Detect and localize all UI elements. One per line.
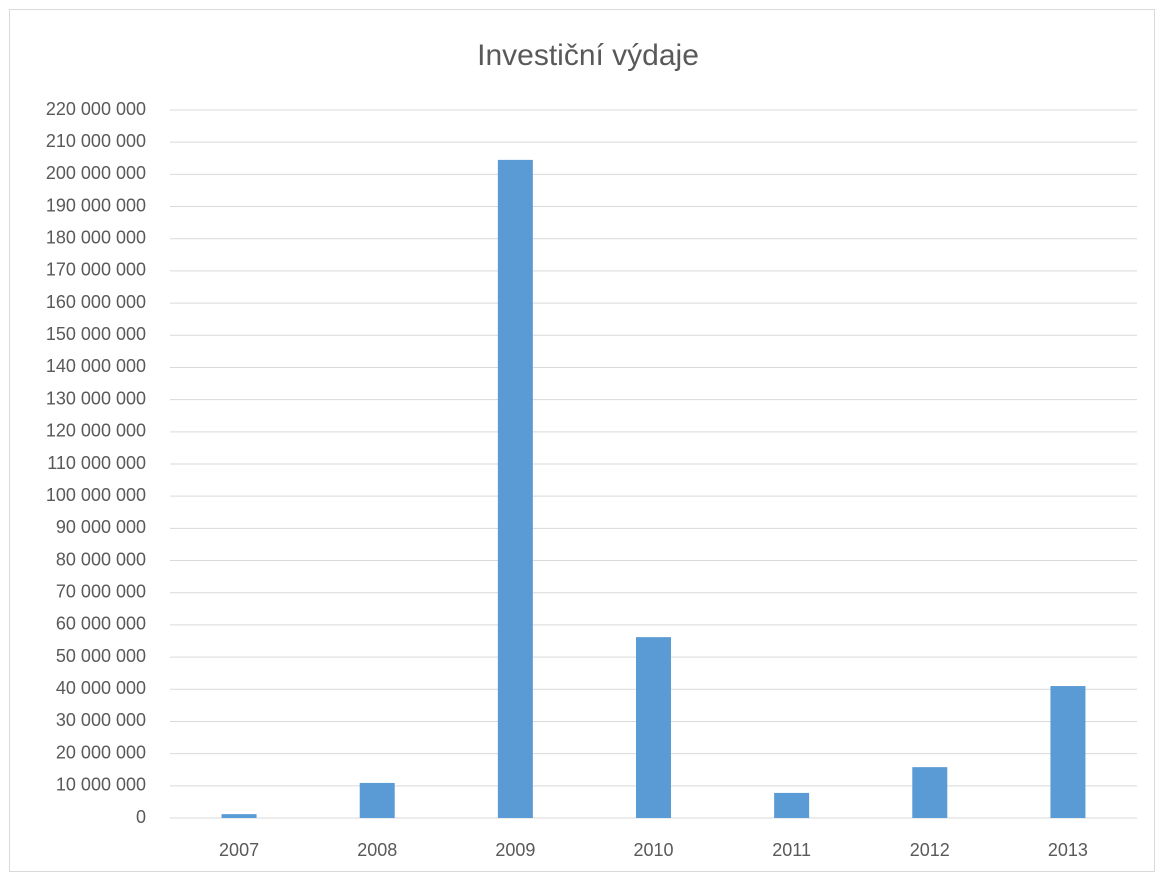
- y-tick-label: 90 000 000: [56, 517, 146, 537]
- y-tick-label: 120 000 000: [46, 421, 146, 441]
- y-tick-label: 220 000 000: [46, 99, 146, 119]
- bar: [774, 792, 810, 818]
- y-tick-label: 50 000 000: [56, 646, 146, 666]
- x-tick-label: 2007: [219, 840, 259, 860]
- y-tick-label: 80 000 000: [56, 549, 146, 569]
- x-tick-label: 2010: [633, 840, 673, 860]
- y-tick-label: 200 000 000: [46, 163, 146, 183]
- y-tick-label: 180 000 000: [46, 227, 146, 247]
- bar: [1050, 686, 1086, 818]
- x-tick-label: 2009: [495, 840, 535, 860]
- y-tick-label: 100 000 000: [46, 485, 146, 505]
- y-tick-label: 20 000 000: [56, 742, 146, 762]
- bar: [221, 814, 257, 818]
- y-tick-label: 210 000 000: [46, 131, 146, 151]
- x-tick-label: 2012: [910, 840, 950, 860]
- y-tick-label: 190 000 000: [46, 195, 146, 215]
- y-tick-label: 30 000 000: [56, 710, 146, 730]
- y-tick-label: 140 000 000: [46, 356, 146, 376]
- y-tick-label: 170 000 000: [46, 260, 146, 280]
- y-tick-label: 10 000 000: [56, 775, 146, 795]
- y-tick-label: 160 000 000: [46, 292, 146, 312]
- y-tick-label: 40 000 000: [56, 678, 146, 698]
- bar: [636, 637, 671, 818]
- y-tick-label: 110 000 000: [47, 453, 146, 473]
- bar: [912, 767, 948, 818]
- y-tick-label: 150 000 000: [46, 324, 146, 344]
- x-tick-label: 2013: [1048, 840, 1088, 860]
- chart-title: Investiční výdaje: [477, 39, 699, 72]
- chart-border: [9, 9, 1155, 872]
- x-tick-label: 2011: [772, 840, 811, 860]
- bar: [359, 782, 395, 818]
- y-tick-label: 60 000 000: [56, 614, 146, 634]
- y-tick-label: 0: [136, 807, 146, 827]
- y-tick-label: 130 000 000: [46, 388, 146, 408]
- bar: [497, 159, 533, 818]
- y-tick-label: 70 000 000: [56, 581, 146, 601]
- x-tick-label: 2008: [357, 840, 397, 860]
